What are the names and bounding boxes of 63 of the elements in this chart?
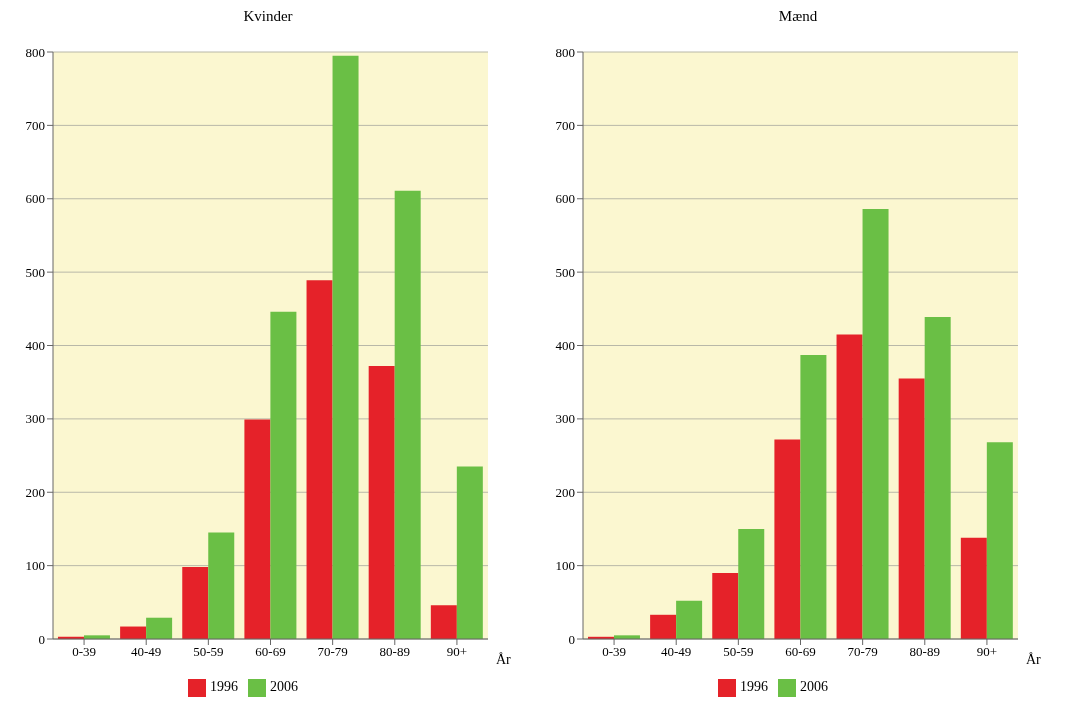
y-tick-label: 800 — [555, 44, 575, 60]
y-tick-label: 300 — [25, 411, 45, 427]
bar — [394, 190, 421, 639]
x-tick-label: 80-89 — [909, 644, 940, 660]
bar — [456, 466, 483, 639]
legend-label: 2006 — [800, 679, 828, 695]
y-tick-label: 200 — [25, 484, 45, 500]
bar — [650, 614, 677, 639]
legend-label: 1996 — [740, 679, 768, 695]
x-tick-label: 0-39 — [72, 644, 96, 660]
bar — [924, 316, 951, 639]
x-tick-label: 90+ — [446, 644, 468, 660]
chart-title: Kvinder — [242, 8, 294, 26]
bar — [836, 334, 863, 639]
y-tick-label: 200 — [555, 484, 575, 500]
bar — [774, 439, 801, 639]
y-tick-label: 300 — [555, 411, 575, 427]
legend-label: 1996 — [210, 679, 238, 695]
bar — [244, 419, 271, 639]
bar — [332, 55, 359, 639]
bar — [862, 209, 889, 639]
y-tick-label: 100 — [555, 558, 575, 574]
bar — [368, 366, 395, 639]
legend-label: 2006 — [270, 679, 298, 695]
y-tick-label: 400 — [25, 338, 45, 354]
y-tick-label: 800 — [25, 44, 45, 60]
x-tick-label: 70-79 — [847, 644, 878, 660]
bar — [146, 617, 173, 639]
y-tick-label: 0 — [568, 631, 575, 647]
bar — [306, 280, 333, 639]
bar — [712, 572, 739, 639]
y-tick-label: 400 — [555, 338, 575, 354]
x-tick-label: 90+ — [976, 644, 998, 660]
x-tick-label: 70-79 — [317, 644, 348, 660]
x-tick-label: 50-59 — [193, 644, 224, 660]
bar — [676, 600, 703, 639]
bar — [430, 605, 457, 639]
x-tick-label: 60-69 — [785, 644, 816, 660]
x-tick-label: 40-49 — [661, 644, 692, 660]
bar — [960, 537, 987, 639]
y-tick-label: 700 — [555, 117, 575, 133]
bar — [738, 528, 765, 639]
x-axis-title: År — [1026, 651, 1042, 667]
y-tick-label: 100 — [25, 558, 45, 574]
bar — [208, 532, 235, 639]
x-tick-label: 80-89 — [379, 644, 410, 660]
y-tick-label: 500 — [25, 264, 45, 280]
bar — [182, 567, 209, 639]
x-tick-label: 0-39 — [602, 644, 626, 660]
x-tick-label: 40-49 — [131, 644, 162, 660]
y-tick-label: 600 — [25, 191, 45, 207]
chart-title: Mænd — [777, 8, 819, 26]
x-tick-label: 50-59 — [723, 644, 754, 660]
y-tick-label: 700 — [25, 117, 45, 133]
bar — [986, 442, 1013, 639]
y-tick-label: 500 — [555, 264, 575, 280]
x-tick-label: 60-69 — [255, 644, 286, 660]
bar — [898, 378, 925, 639]
bar — [270, 311, 297, 639]
y-tick-label: 600 — [555, 191, 575, 207]
bar — [800, 355, 827, 639]
x-axis-title: År — [496, 651, 512, 667]
y-tick-label: 0 — [38, 631, 45, 647]
